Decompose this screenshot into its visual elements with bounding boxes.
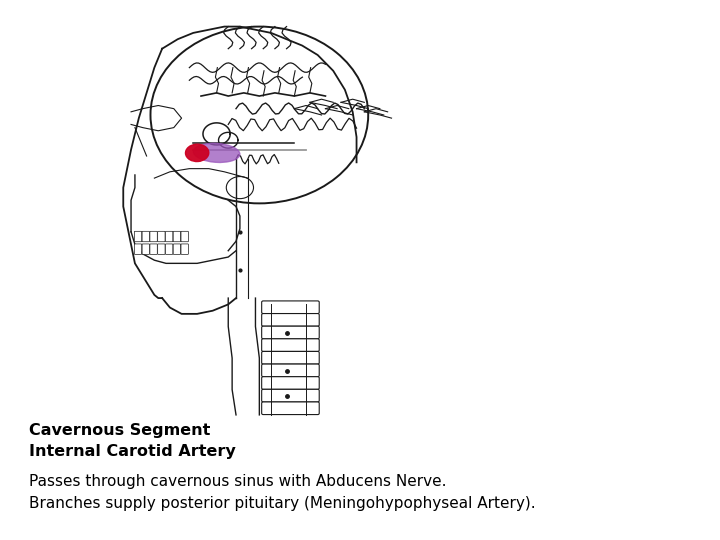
FancyBboxPatch shape [174, 244, 181, 254]
FancyBboxPatch shape [150, 231, 157, 242]
FancyBboxPatch shape [261, 314, 319, 326]
FancyBboxPatch shape [261, 389, 319, 402]
FancyBboxPatch shape [261, 339, 319, 352]
Ellipse shape [186, 144, 209, 161]
FancyBboxPatch shape [135, 244, 142, 254]
FancyBboxPatch shape [261, 352, 319, 364]
FancyBboxPatch shape [261, 364, 319, 377]
FancyBboxPatch shape [158, 244, 165, 254]
Text: Passes through cavernous sinus with Abducens Nerve.: Passes through cavernous sinus with Abdu… [29, 474, 446, 489]
FancyBboxPatch shape [181, 231, 189, 242]
FancyBboxPatch shape [158, 231, 165, 242]
Text: Branches supply posterior pituitary (Meningohypophyseal Artery).: Branches supply posterior pituitary (Men… [29, 496, 536, 511]
FancyBboxPatch shape [181, 244, 189, 254]
FancyBboxPatch shape [174, 231, 181, 242]
FancyBboxPatch shape [261, 301, 319, 314]
FancyBboxPatch shape [166, 231, 173, 242]
FancyBboxPatch shape [261, 377, 319, 389]
FancyBboxPatch shape [150, 244, 157, 254]
Ellipse shape [193, 143, 240, 163]
Text: Internal Carotid Artery: Internal Carotid Artery [29, 444, 235, 460]
FancyBboxPatch shape [166, 244, 173, 254]
FancyBboxPatch shape [135, 231, 142, 242]
Text: Cavernous Segment: Cavernous Segment [29, 423, 210, 438]
FancyBboxPatch shape [142, 244, 150, 254]
FancyBboxPatch shape [142, 231, 150, 242]
FancyBboxPatch shape [261, 326, 319, 339]
FancyBboxPatch shape [261, 402, 319, 415]
